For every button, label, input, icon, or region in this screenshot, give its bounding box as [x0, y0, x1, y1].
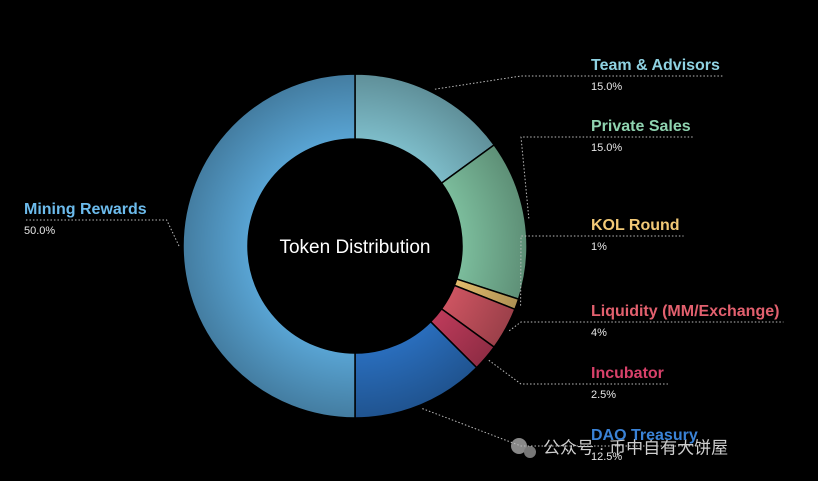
legend-label: KOL Round	[591, 217, 680, 234]
legend-label: Liquidity (MM/Exchange)	[591, 303, 779, 320]
value-label: 2.5%	[591, 389, 616, 401]
chart-title: Token Distribution	[279, 237, 430, 258]
value-label: 12.5%	[591, 451, 622, 463]
legend-label: DAO Treasury	[591, 427, 698, 444]
leader-line	[508, 321, 784, 332]
legend-label: Private Sales	[591, 118, 691, 135]
leader-line	[24, 219, 180, 247]
watermark: 公众号 · 币中自有大饼屋	[511, 438, 728, 458]
leader-line	[520, 136, 695, 219]
legend-label: Incubator	[591, 365, 664, 382]
watermark-text: 公众号 · 币中自有大饼屋	[543, 438, 728, 457]
value-label: 4%	[591, 327, 607, 339]
watermark-icon	[511, 438, 527, 454]
legend-label: Team & Advisors	[591, 57, 720, 74]
watermark-icon	[524, 446, 536, 458]
value-label: 15.0%	[591, 142, 622, 154]
leader-line	[488, 359, 668, 385]
legend-label: Mining Rewards	[24, 201, 147, 218]
value-label: 1%	[591, 241, 607, 253]
leader-line	[422, 408, 702, 447]
value-label: 50.0%	[24, 225, 55, 237]
value-label: 15.0%	[591, 81, 622, 93]
leader-line	[434, 75, 724, 90]
